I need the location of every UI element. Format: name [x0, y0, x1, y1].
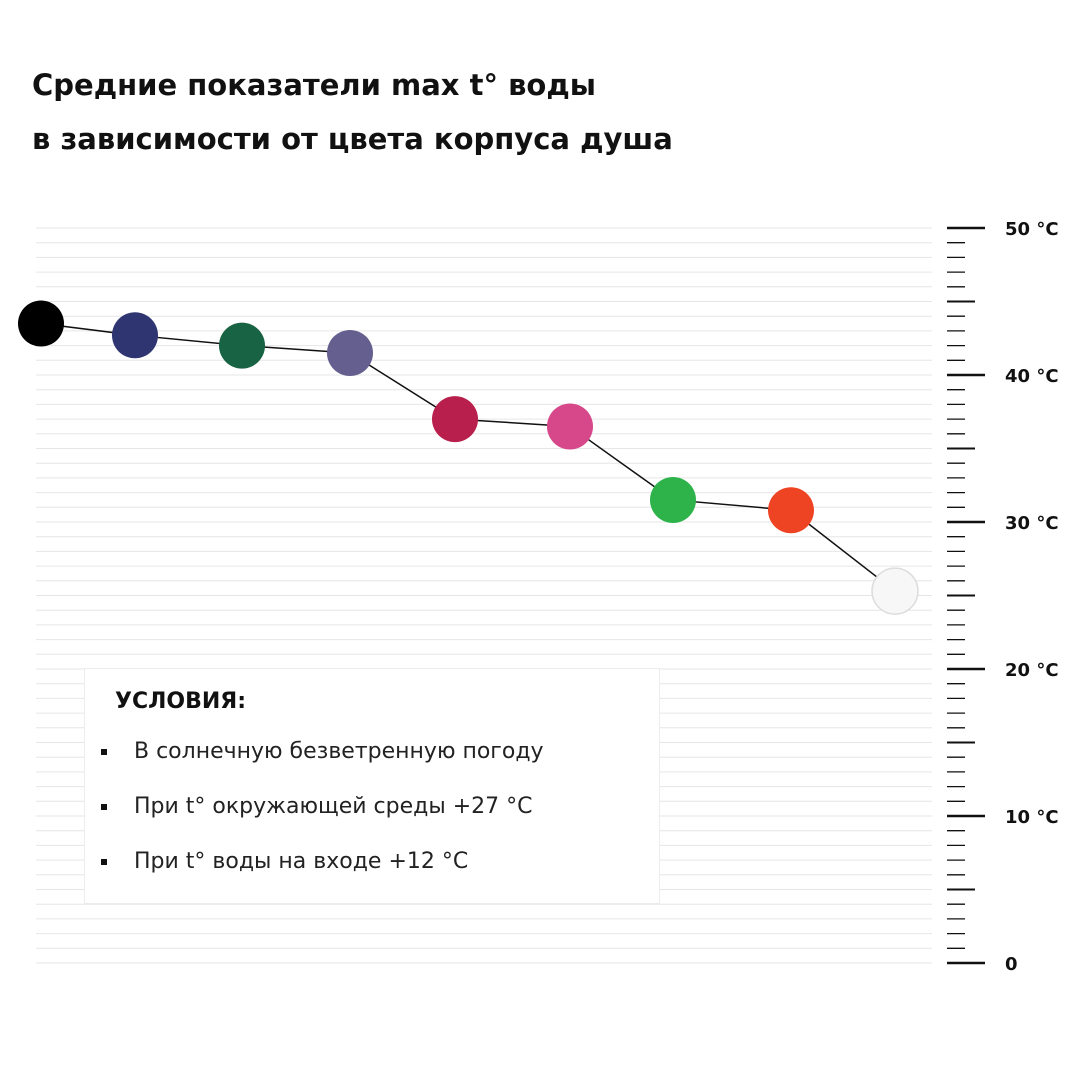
conditions-panel: УСЛОВИЯ: В солнечную безветренную погоду… — [84, 668, 660, 904]
tick-label: 0 — [1005, 954, 1018, 975]
data-point — [327, 329, 373, 376]
data-point — [432, 396, 478, 443]
chart-title: Средние показатели max t° воды в зависим… — [32, 58, 673, 166]
data-point — [219, 322, 265, 369]
bullet-icon — [101, 804, 107, 810]
tick-label: 40 °C — [1005, 366, 1059, 387]
data-point — [768, 487, 814, 534]
tick-label: 10 °C — [1005, 807, 1059, 828]
temperature-axis: 0 10 °C 20 °C 30 °C 40 °C 50 °C — [947, 219, 1059, 975]
bullet-icon — [101, 859, 107, 865]
condition-text: В солнечную безветренную погоду — [134, 739, 544, 764]
chart-title-line-2: в зависимости от цвета корпуса душа — [32, 122, 673, 156]
data-point — [18, 300, 64, 347]
data-point — [547, 403, 593, 450]
conditions-title: УСЛОВИЯ: — [115, 689, 247, 714]
data-series — [18, 300, 919, 615]
chart-title-line-1: Средние показатели max t° воды — [32, 68, 596, 102]
tick-label: 30 °C — [1005, 513, 1059, 534]
tick-label: 20 °C — [1005, 660, 1059, 681]
condition-text: При t° воды на входе +12 °С — [134, 849, 469, 874]
condition-text: При t° окружающей среды +27 °С — [134, 794, 533, 819]
data-point — [112, 312, 158, 359]
data-point — [650, 476, 696, 523]
bullet-icon — [101, 749, 107, 755]
tick-label: 50 °C — [1005, 219, 1059, 240]
data-point — [871, 567, 919, 615]
